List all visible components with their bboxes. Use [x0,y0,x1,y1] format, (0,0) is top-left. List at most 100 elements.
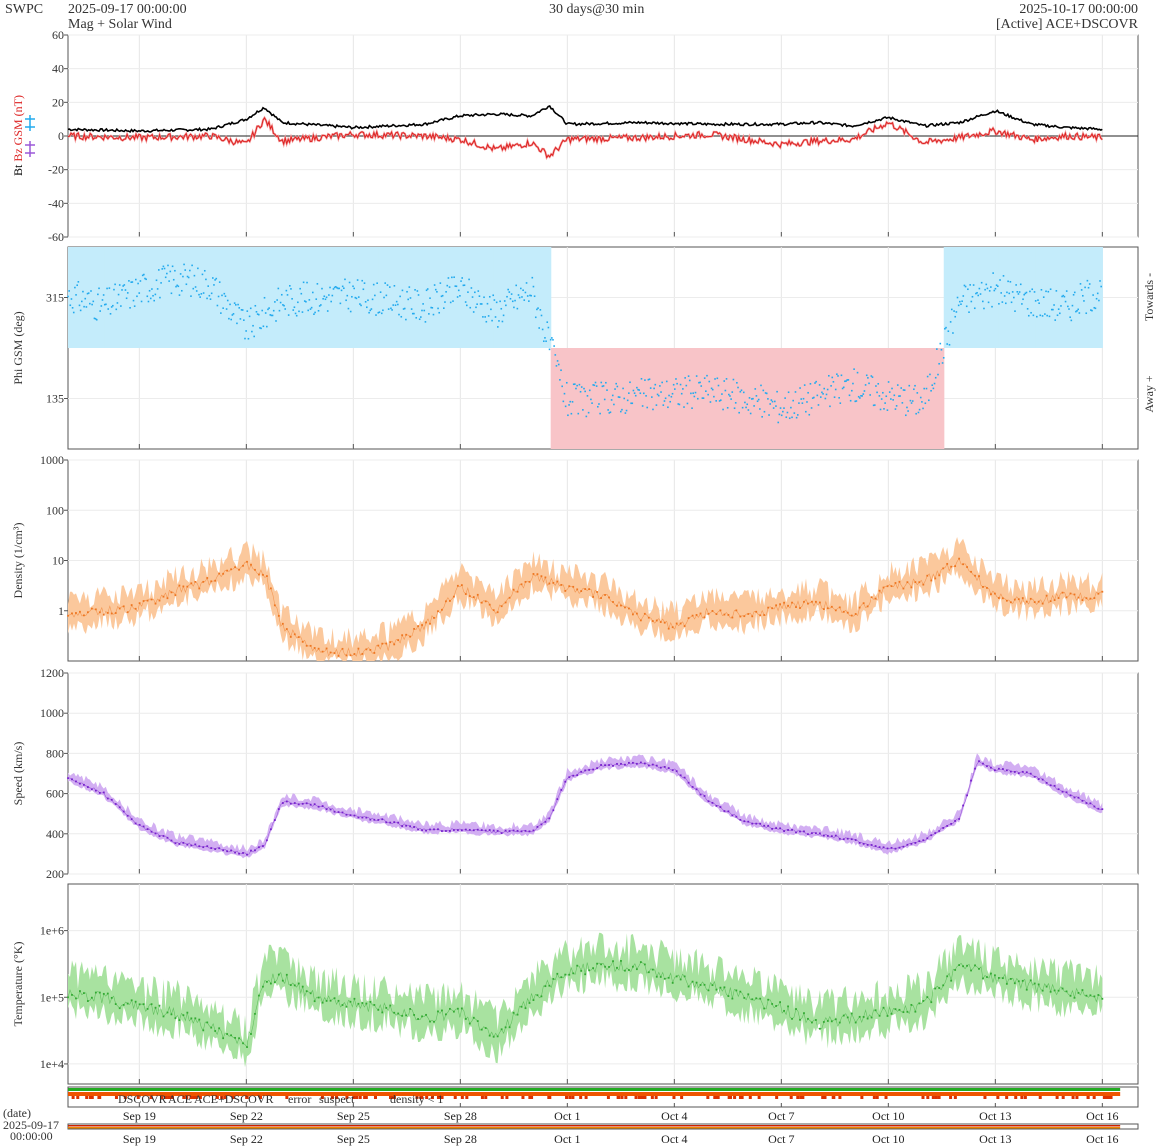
phi-point [585,415,588,418]
phi-point [562,400,565,403]
phi-point [726,406,729,409]
sector-band [259,247,262,348]
sector-band [235,247,238,348]
sector-band [617,348,621,449]
phi-point [856,371,859,374]
phi-point [863,390,866,392]
phi-point [816,394,819,397]
phi-point [244,337,246,340]
phi-point [513,306,515,309]
phi-point [126,292,129,294]
phi-point [840,374,843,377]
phi-point [269,314,272,316]
phi-point [343,287,345,290]
phi-point [374,294,376,297]
sector-band [166,247,169,348]
status-flag [799,1096,803,1099]
phi-point [939,342,942,345]
phi-point [325,296,328,299]
status-flag [460,1096,464,1099]
phi-point [976,291,978,294]
phi-point [337,287,339,290]
sector-band [757,348,760,449]
footer-start-date: 2025-09-17 [3,1118,59,1132]
sector-band [1062,247,1066,348]
phi-point [388,286,391,288]
sector-band [716,348,719,449]
sector-band [943,247,947,348]
sector-band [579,348,583,449]
status-flag [748,1096,752,1099]
sector-band [1066,247,1069,348]
phi-point [539,309,542,311]
y-tick-label: -40 [48,196,64,210]
sector-band [481,247,485,348]
status-flag [198,1096,202,1099]
phi-point [510,293,513,295]
phi-point [515,284,518,287]
status-flag [430,1096,434,1099]
status-ace-strip [68,1088,1121,1091]
sector-band [733,348,736,449]
phi-point [275,320,277,322]
phi-point [205,278,207,281]
phi-point [508,291,511,293]
phi-point [938,362,940,365]
sector-band [190,247,193,348]
sector-band [854,348,857,449]
phi-point [552,338,554,341]
phi-point [414,289,416,291]
phi-point [311,291,314,294]
phi-point [775,405,777,407]
sector-band [1071,247,1074,348]
sector-band [397,247,400,348]
sector-band [864,348,867,449]
sector-band [105,247,109,348]
sector-band [516,247,519,348]
phi-point [636,386,638,389]
sector-band [240,247,243,348]
phi-point [782,410,784,413]
phi-point [683,406,685,408]
phi-point [599,412,601,415]
phi-point [169,270,172,273]
phi-point [845,380,847,382]
x-tick-label: Oct 4 [661,1109,687,1123]
phi-point [805,410,807,413]
phi-point [1004,302,1007,305]
phi-point [153,299,155,302]
phi-point [398,313,400,316]
sector-band [759,348,762,449]
phi-point [778,413,781,416]
y-tick-label: 1e+5 [40,990,64,1004]
phi-point [409,297,412,299]
phi-point [616,385,619,388]
phi-point [1100,285,1102,288]
phi-point [664,397,667,400]
phi-point [728,393,730,396]
sector-band [995,247,998,348]
sector-band [805,348,809,449]
phi-point [503,300,506,302]
phi-point [328,294,330,296]
phi-point [375,314,377,316]
phi-point [994,287,997,290]
phi-point [841,387,844,390]
phi-point [90,290,92,292]
status-flag [345,1096,349,1099]
phi-point [91,303,93,306]
sector-band [336,247,340,348]
sector-band [714,348,717,449]
sector-band [562,348,566,449]
sector-band [211,247,214,348]
status-flag [931,1096,935,1099]
sector-band [845,348,848,449]
phi-point [403,307,406,310]
phi-point [772,407,775,409]
status-flag [192,1096,196,1099]
phi-point [923,387,925,390]
phi-point [429,297,431,299]
sector-band [831,348,835,449]
sector-band [960,247,964,348]
phi-point [1059,312,1061,315]
